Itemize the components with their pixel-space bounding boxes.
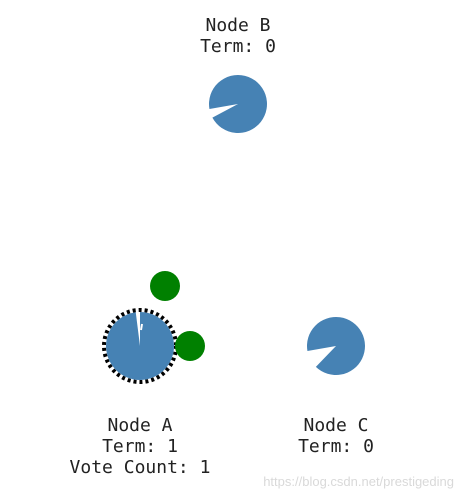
node-a-term: Term: 1 — [102, 436, 178, 457]
request-vote-message-to-b — [150, 271, 180, 301]
node-a-timeout-tick — [140, 323, 143, 331]
node-c[interactable]: Node C Term: 0 — [298, 312, 374, 457]
node-c-name: Node C — [303, 415, 368, 436]
node-c-timeout-circle — [307, 317, 365, 376]
node-b-term: Term: 0 — [200, 36, 276, 57]
node-b-timeout-circle — [209, 75, 267, 133]
node-b[interactable]: Node B Term: 0 — [200, 15, 276, 138]
node-b-name: Node B — [205, 15, 270, 36]
node-c-term: Term: 0 — [298, 436, 374, 457]
watermark-text: https://blog.csdn.net/prestigeding — [263, 474, 454, 489]
request-vote-message-to-c — [175, 331, 205, 361]
node-a[interactable]: Node A Term: 1 Vote Count: 1 — [70, 308, 211, 478]
node-a-vote-count: Vote Count: 1 — [70, 457, 211, 478]
node-a-timeout-circle — [106, 311, 175, 381]
node-a-name: Node A — [107, 415, 172, 436]
